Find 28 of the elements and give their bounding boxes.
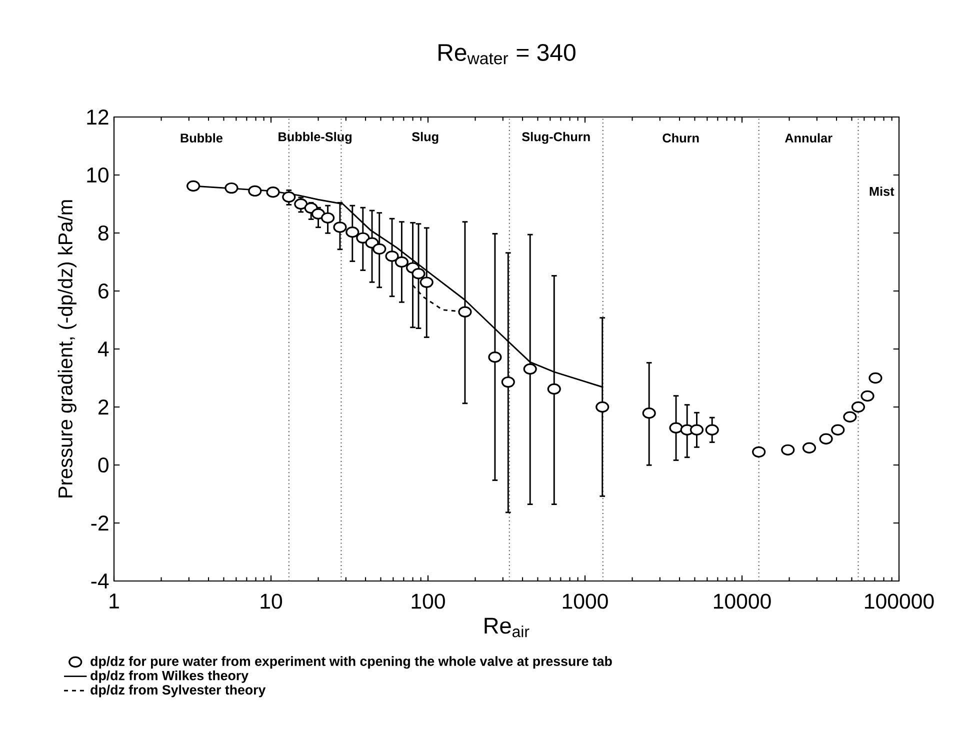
y-tick-label: 6 [98, 283, 108, 299]
x-tick-label: 100000 [865, 594, 934, 609]
chart-title: Re$_{water}$ = 340 [438, 44, 576, 64]
y-axis-title: Pressure gradient, (-dp/dz) kPa/m [58, 200, 76, 498]
legend-label: dp/dz from Sylvester theory [90, 684, 266, 698]
y-tick-label: 0 [98, 457, 108, 473]
annotation: Slug-Churn [522, 132, 590, 144]
annotation: Bubble-Slug [278, 132, 352, 144]
x-axis-title: Re$_{air}$ [484, 618, 530, 638]
x-tick-label: 10 [260, 594, 282, 609]
annotation: Bubble [180, 133, 222, 143]
legend-label: dp/dz for pure water from experiment with cpening the whole valve at pressure tab [90, 656, 612, 669]
y-tick-label: 4 [98, 342, 109, 356]
y-tick-label: 12 [87, 110, 108, 124]
x-tick-label: 10000 [714, 594, 771, 609]
legend-label: dp/dz from Wilkes theory [90, 670, 248, 683]
annotation: Slug [412, 132, 438, 144]
y-tick-label: -2 [91, 516, 108, 530]
annotation: Annular [784, 133, 832, 143]
y-tick-label: 8 [98, 225, 108, 241]
x-tick-label: 1 [110, 594, 119, 608]
annotation: Churn [662, 133, 699, 143]
x-tick-label: 1000 [562, 594, 608, 609]
y-tick-label: 10 [87, 167, 108, 183]
y-tick-label: 2 [98, 400, 108, 414]
y-tick-label: -4 [91, 574, 109, 588]
x-tick-label: 100 [412, 594, 445, 609]
annotation: Mist [870, 186, 894, 196]
